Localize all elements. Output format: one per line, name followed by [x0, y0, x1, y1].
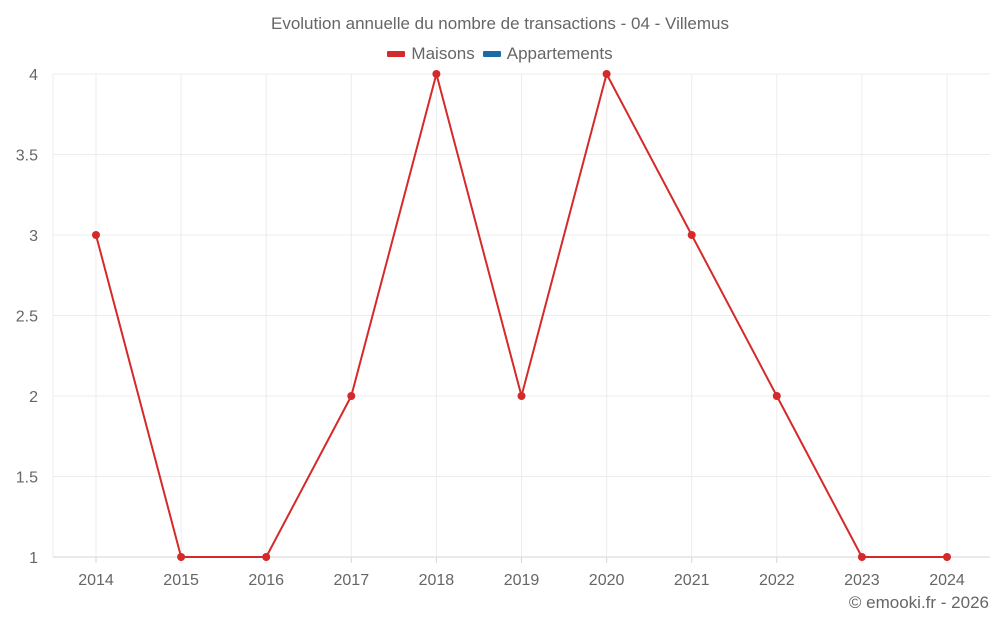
- credit-text: © emooki.fr - 2026: [848, 593, 989, 612]
- legend-swatch-maisons: [387, 51, 406, 57]
- y-tick-label: 3: [29, 228, 38, 245]
- x-tick-label: 2020: [589, 572, 625, 589]
- data-point[interactable]: [92, 231, 100, 239]
- data-point[interactable]: [262, 553, 271, 561]
- legend-label-maisons: Maisons: [411, 44, 475, 63]
- data-point[interactable]: [772, 392, 781, 400]
- legend-swatch-appartements: [482, 51, 501, 57]
- data-point[interactable]: [177, 553, 186, 561]
- y-tick-label: 3.5: [16, 148, 38, 165]
- x-tick-label: 2015: [163, 572, 199, 589]
- y-tick-label: 4: [29, 67, 38, 84]
- y-tick-label: 2: [29, 389, 38, 406]
- chart-legend: Maisons Appartements: [0, 44, 1000, 64]
- x-tick-label: 2022: [759, 572, 795, 589]
- legend-item-appartements[interactable]: Appartements: [482, 44, 613, 64]
- legend-item-maisons[interactable]: Maisons: [387, 44, 475, 64]
- legend-label-appartements: Appartements: [506, 44, 613, 63]
- x-tick-label: 2019: [504, 572, 540, 589]
- x-tick-label: 2017: [334, 572, 370, 589]
- y-tick-label: 2.5: [16, 309, 38, 326]
- x-tick-label: 2014: [78, 572, 114, 589]
- x-tick-label: 2018: [419, 572, 455, 589]
- x-tick-label: 2016: [248, 572, 284, 589]
- data-point[interactable]: [857, 553, 866, 561]
- chart-title: Evolution annuelle du nombre de transact…: [270, 14, 729, 33]
- data-point[interactable]: [943, 553, 951, 561]
- data-point[interactable]: [517, 392, 526, 400]
- y-tick-label: 1.5: [16, 470, 38, 487]
- x-tick-label: 2024: [929, 572, 965, 589]
- y-tick-label: 1: [29, 550, 38, 567]
- data-point[interactable]: [602, 70, 611, 78]
- data-point[interactable]: [347, 392, 356, 400]
- x-tick-label: 2023: [844, 572, 880, 589]
- data-point[interactable]: [687, 231, 696, 239]
- data-point[interactable]: [432, 70, 441, 78]
- x-tick-label: 2021: [674, 572, 710, 589]
